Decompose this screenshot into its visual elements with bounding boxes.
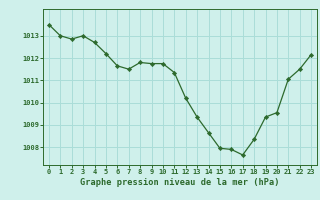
X-axis label: Graphe pression niveau de la mer (hPa): Graphe pression niveau de la mer (hPa)	[80, 178, 280, 187]
